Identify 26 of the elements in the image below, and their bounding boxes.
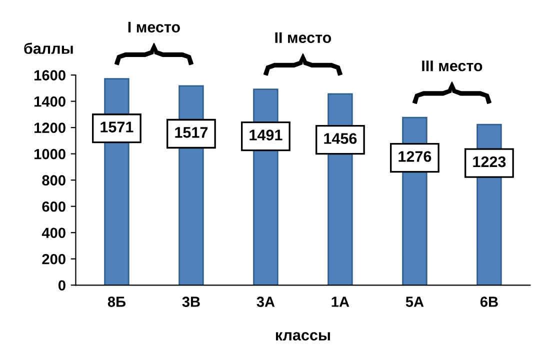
- data-label: 1571: [100, 122, 134, 132]
- data-label: 1456: [324, 133, 357, 144]
- y-tick-label: 1200: [34, 122, 66, 133]
- y-tick-label: 1400: [34, 96, 66, 107]
- text: II место: [275, 32, 332, 44]
- x-tick-label: 6В: [480, 296, 498, 307]
- y-tick-label: 400: [42, 228, 66, 238]
- x-tick-label: 1А: [332, 296, 350, 307]
- y-tick-label: 800: [42, 175, 66, 186]
- data-label: 1517: [175, 127, 208, 138]
- x-tick-label: 8Б: [108, 296, 126, 307]
- data-label: 1276: [398, 151, 432, 162]
- y-axis-title: баллы: [24, 42, 73, 54]
- x-tick-label: 5А: [406, 296, 424, 307]
- data-label: 1491: [250, 130, 282, 140]
- y-tick-label: 1600: [34, 70, 66, 80]
- y-tick-label: 1000: [34, 148, 66, 160]
- data-label: 1223: [473, 156, 506, 168]
- x-tick-label: 3А: [256, 296, 275, 307]
- text: III место: [422, 60, 482, 72]
- x-tick-label: 3В: [182, 296, 200, 307]
- text: I место: [128, 22, 180, 33]
- x-axis-title: классы: [276, 332, 330, 341]
- y-tick-label: 0: [58, 280, 66, 291]
- y-tick-label: 200: [42, 254, 66, 264]
- y-tick-label: 600: [42, 201, 66, 212]
